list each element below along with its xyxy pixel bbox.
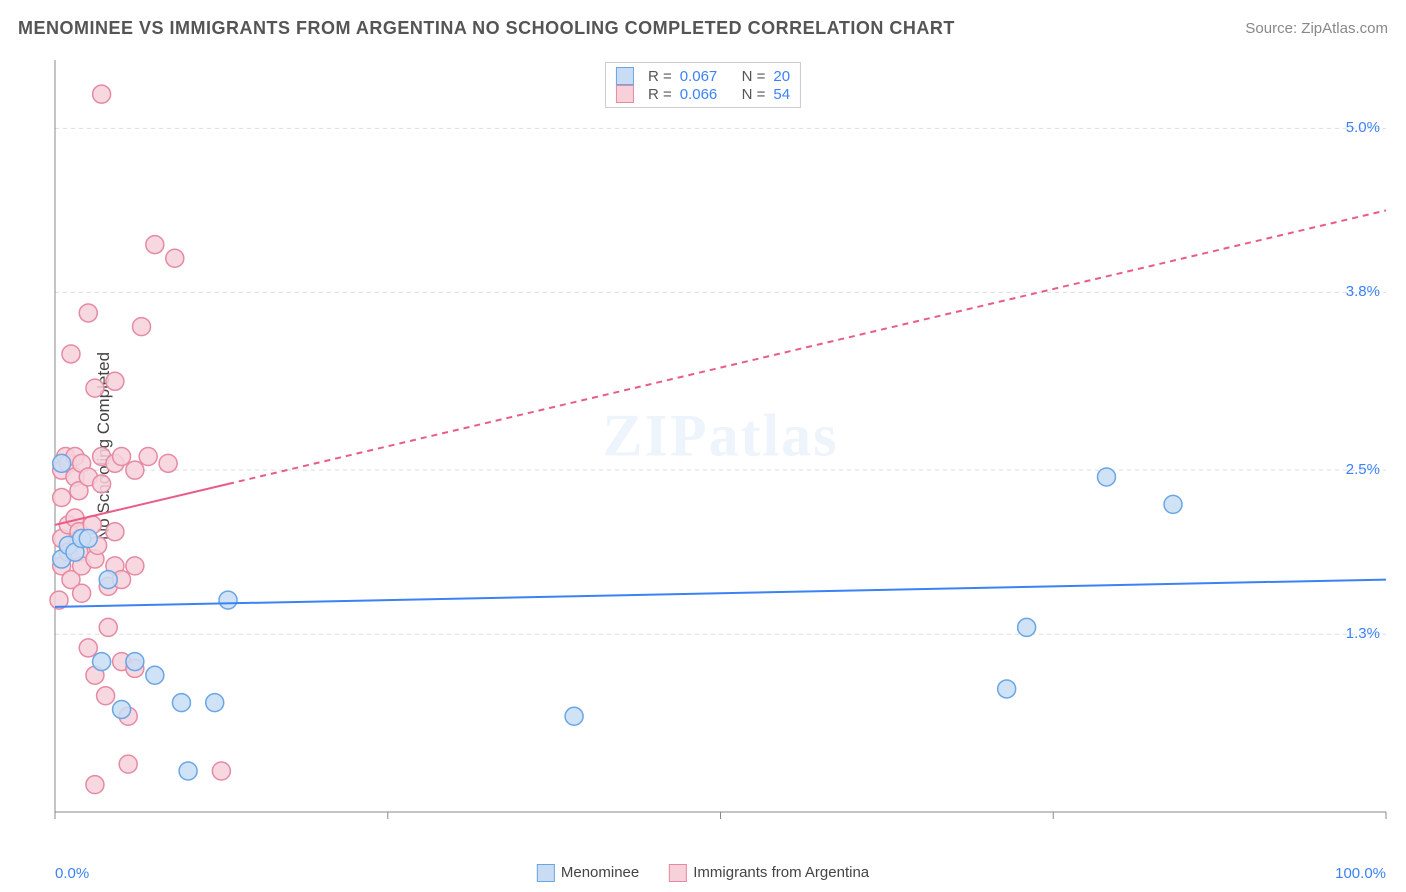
stat-row-1: R = 0.066 N = 54	[616, 85, 790, 103]
stat-n-val-1: 54	[773, 86, 790, 103]
stat-box: R = 0.067 N = 20 R = 0.066 N = 54	[605, 62, 801, 108]
y-tick-label: 1.3%	[1346, 625, 1380, 642]
chart-container: { "header": { "title": "MENOMINEE VS IMM…	[0, 0, 1406, 892]
x-axis-min-label: 0.0%	[55, 865, 89, 882]
stat-r-label-0: R =	[648, 68, 672, 85]
plot-area: ZIPatlas	[55, 60, 1386, 812]
x-axis-max-label: 100.0%	[1335, 865, 1386, 882]
y-tick-label: 5.0%	[1346, 119, 1380, 136]
stat-n-label-1: N =	[742, 86, 766, 103]
stat-swatch-0	[616, 67, 634, 85]
legend-label-1: Immigrants from Argentina	[693, 864, 869, 881]
legend-item-0: Menominee	[537, 864, 639, 882]
stat-r-val-0: 0.067	[680, 68, 718, 85]
legend-item-1: Immigrants from Argentina	[669, 864, 869, 882]
chart-title: MENOMINEE VS IMMIGRANTS FROM ARGENTINA N…	[18, 18, 955, 39]
stat-n-label-0: N =	[742, 68, 766, 85]
source-label: Source: ZipAtlas.com	[1245, 20, 1388, 37]
source-prefix: Source:	[1245, 20, 1301, 37]
legend-swatch-0	[537, 864, 555, 882]
stat-r-val-1: 0.066	[680, 86, 718, 103]
stat-swatch-1	[616, 85, 634, 103]
y-tick-label: 2.5%	[1346, 461, 1380, 478]
stat-n-val-0: 20	[773, 68, 790, 85]
source-value: ZipAtlas.com	[1301, 20, 1388, 37]
stat-r-label-1: R =	[648, 86, 672, 103]
y-tick-label: 3.8%	[1346, 283, 1380, 300]
chart-svg	[55, 60, 1386, 812]
legend-swatch-1	[669, 864, 687, 882]
legend-label-0: Menominee	[561, 864, 639, 881]
stat-row-0: R = 0.067 N = 20	[616, 67, 790, 85]
bottom-legend: Menominee Immigrants from Argentina	[537, 864, 869, 882]
